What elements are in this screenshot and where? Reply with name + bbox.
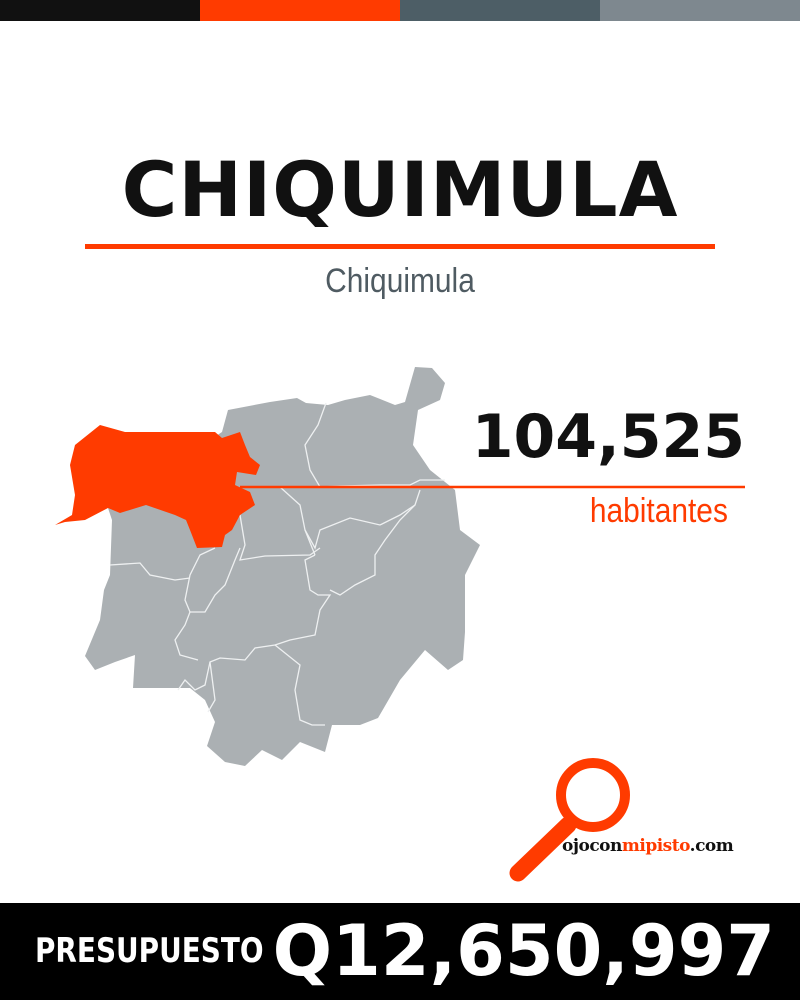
population-value: 104,525 [471, 402, 745, 472]
population-label: habitantes [589, 492, 728, 530]
budget-value: Q12,650,997 [272, 910, 775, 992]
magnifying-glass-icon [509, 758, 630, 882]
top-bar-slate [400, 0, 600, 21]
page-subtitle: Chiquimula [325, 262, 475, 300]
budget-footer: PRESUPUESTO Q12,650,997 [0, 903, 800, 1000]
department-map [55, 367, 745, 766]
title-underline [85, 244, 715, 249]
budget-label: PRESUPUESTO [35, 931, 264, 971]
highlighted-municipality [55, 425, 260, 548]
top-bar-black [0, 0, 200, 21]
department-outline [85, 367, 480, 766]
site-logo-text: ojoconmipisto.com [562, 836, 734, 856]
page-title: CHIQUIMULA [121, 145, 679, 234]
top-bar-gray [600, 0, 800, 21]
top-bar-orange [200, 0, 400, 21]
